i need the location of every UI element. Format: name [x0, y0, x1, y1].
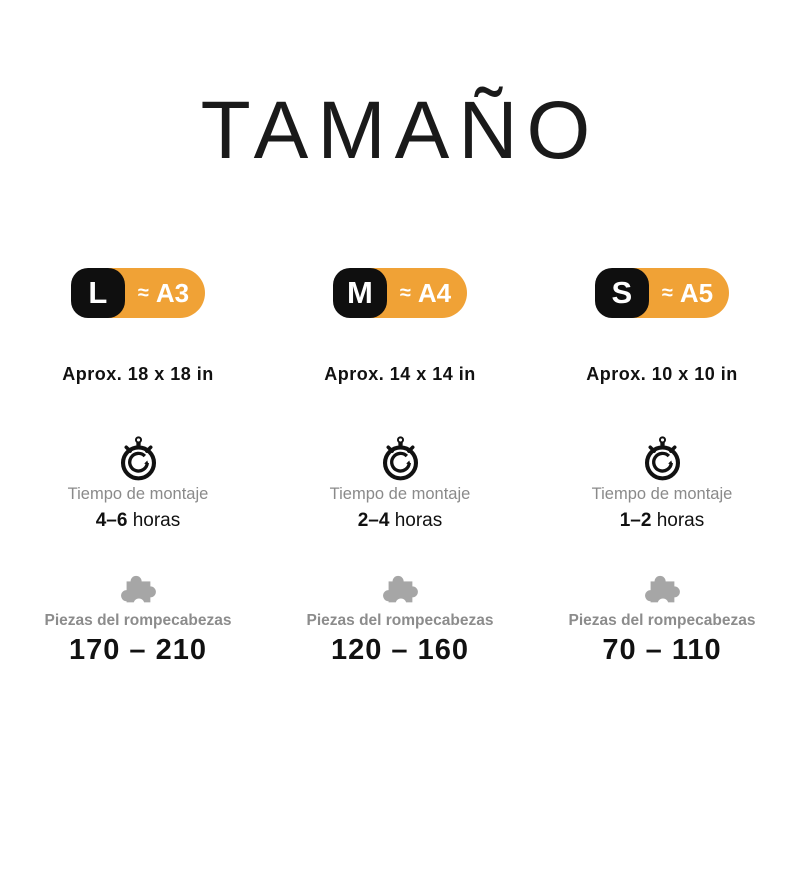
pieces-count: 170 – 210	[68, 634, 207, 667]
dimensions-label: Aprox. 10 x 10 in	[586, 364, 738, 385]
pieces-count: 120 – 160	[330, 634, 469, 667]
time-unit: horas	[389, 510, 443, 532]
assembly-time-value: 1–2 horas	[620, 510, 705, 532]
paper-size-label: A4	[417, 278, 452, 309]
assembly-time-value: 2–4 horas	[358, 510, 443, 532]
pieces-count: 70 – 110	[602, 634, 722, 667]
dimensions-label: Aprox. 18 x 18 in	[62, 364, 214, 385]
stopwatch-icon	[639, 435, 686, 482]
assembly-time-label: Tiempo de montaje	[591, 485, 733, 504]
dimensions-label: Aprox. 14 x 14 in	[324, 364, 476, 385]
size-badge: S ≈ A5	[594, 268, 730, 319]
time-unit: horas	[651, 510, 705, 532]
pieces-label: Piezas del rompecabezas	[306, 612, 494, 630]
size-badge: L ≈ A3	[70, 268, 206, 319]
paper-size-label: A3	[155, 278, 190, 309]
approx-symbol: ≈	[137, 282, 149, 305]
time-range: 2–4	[357, 510, 390, 532]
time-range: 1–2	[619, 510, 652, 532]
time-range: 4–6	[95, 510, 128, 532]
size-badge: M ≈ A4	[332, 268, 468, 319]
puzzle-piece-icon	[383, 576, 418, 610]
assembly-time-value: 4–6 horas	[96, 510, 181, 532]
time-unit: horas	[127, 510, 181, 532]
size-column-m: M ≈ A4 Aprox. 14 x 14 in Tiempo de monta…	[269, 268, 531, 667]
size-letter-badge: S	[594, 268, 649, 319]
pieces-label: Piezas del rompecabezas	[568, 612, 756, 630]
page-title: TAMAÑO	[200, 85, 600, 176]
size-columns: L ≈ A3 Aprox. 18 x 18 in Tiempo de monta…	[0, 268, 800, 667]
size-column-s: S ≈ A5 Aprox. 10 x 10 in Tiempo de monta…	[531, 268, 793, 667]
approx-symbol: ≈	[661, 282, 673, 305]
pieces-label: Piezas del rompecabezas	[44, 612, 232, 630]
size-letter-badge: M	[332, 268, 387, 319]
stopwatch-icon	[115, 435, 162, 482]
assembly-time-label: Tiempo de montaje	[67, 485, 209, 504]
size-letter-badge: L	[70, 268, 125, 319]
stopwatch-icon	[377, 435, 424, 482]
paper-size-label: A5	[679, 278, 714, 309]
assembly-time-label: Tiempo de montaje	[329, 485, 471, 504]
approx-symbol: ≈	[399, 282, 411, 305]
size-column-l: L ≈ A3 Aprox. 18 x 18 in Tiempo de monta…	[7, 268, 269, 667]
puzzle-piece-icon	[121, 576, 156, 610]
puzzle-piece-icon	[645, 576, 680, 610]
